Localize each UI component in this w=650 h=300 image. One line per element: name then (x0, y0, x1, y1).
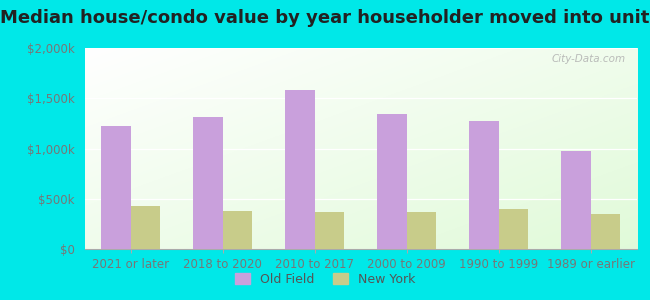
Bar (562, 151, 591, 249)
Bar (377, 114, 407, 249)
Bar (285, 90, 315, 249)
Legend: Old Field, New York: Old Field, New York (229, 268, 421, 291)
Bar (469, 122, 499, 249)
Bar (101, 126, 131, 249)
Text: City-Data.com: City-Data.com (552, 54, 626, 64)
Bar (131, 206, 160, 249)
Bar (193, 117, 222, 249)
Bar (499, 209, 528, 249)
Bar (407, 212, 436, 249)
Bar (222, 211, 252, 249)
Text: Median house/condo value by year householder moved into unit: Median house/condo value by year househo… (0, 9, 650, 27)
Bar (591, 214, 620, 249)
Bar (315, 212, 344, 249)
